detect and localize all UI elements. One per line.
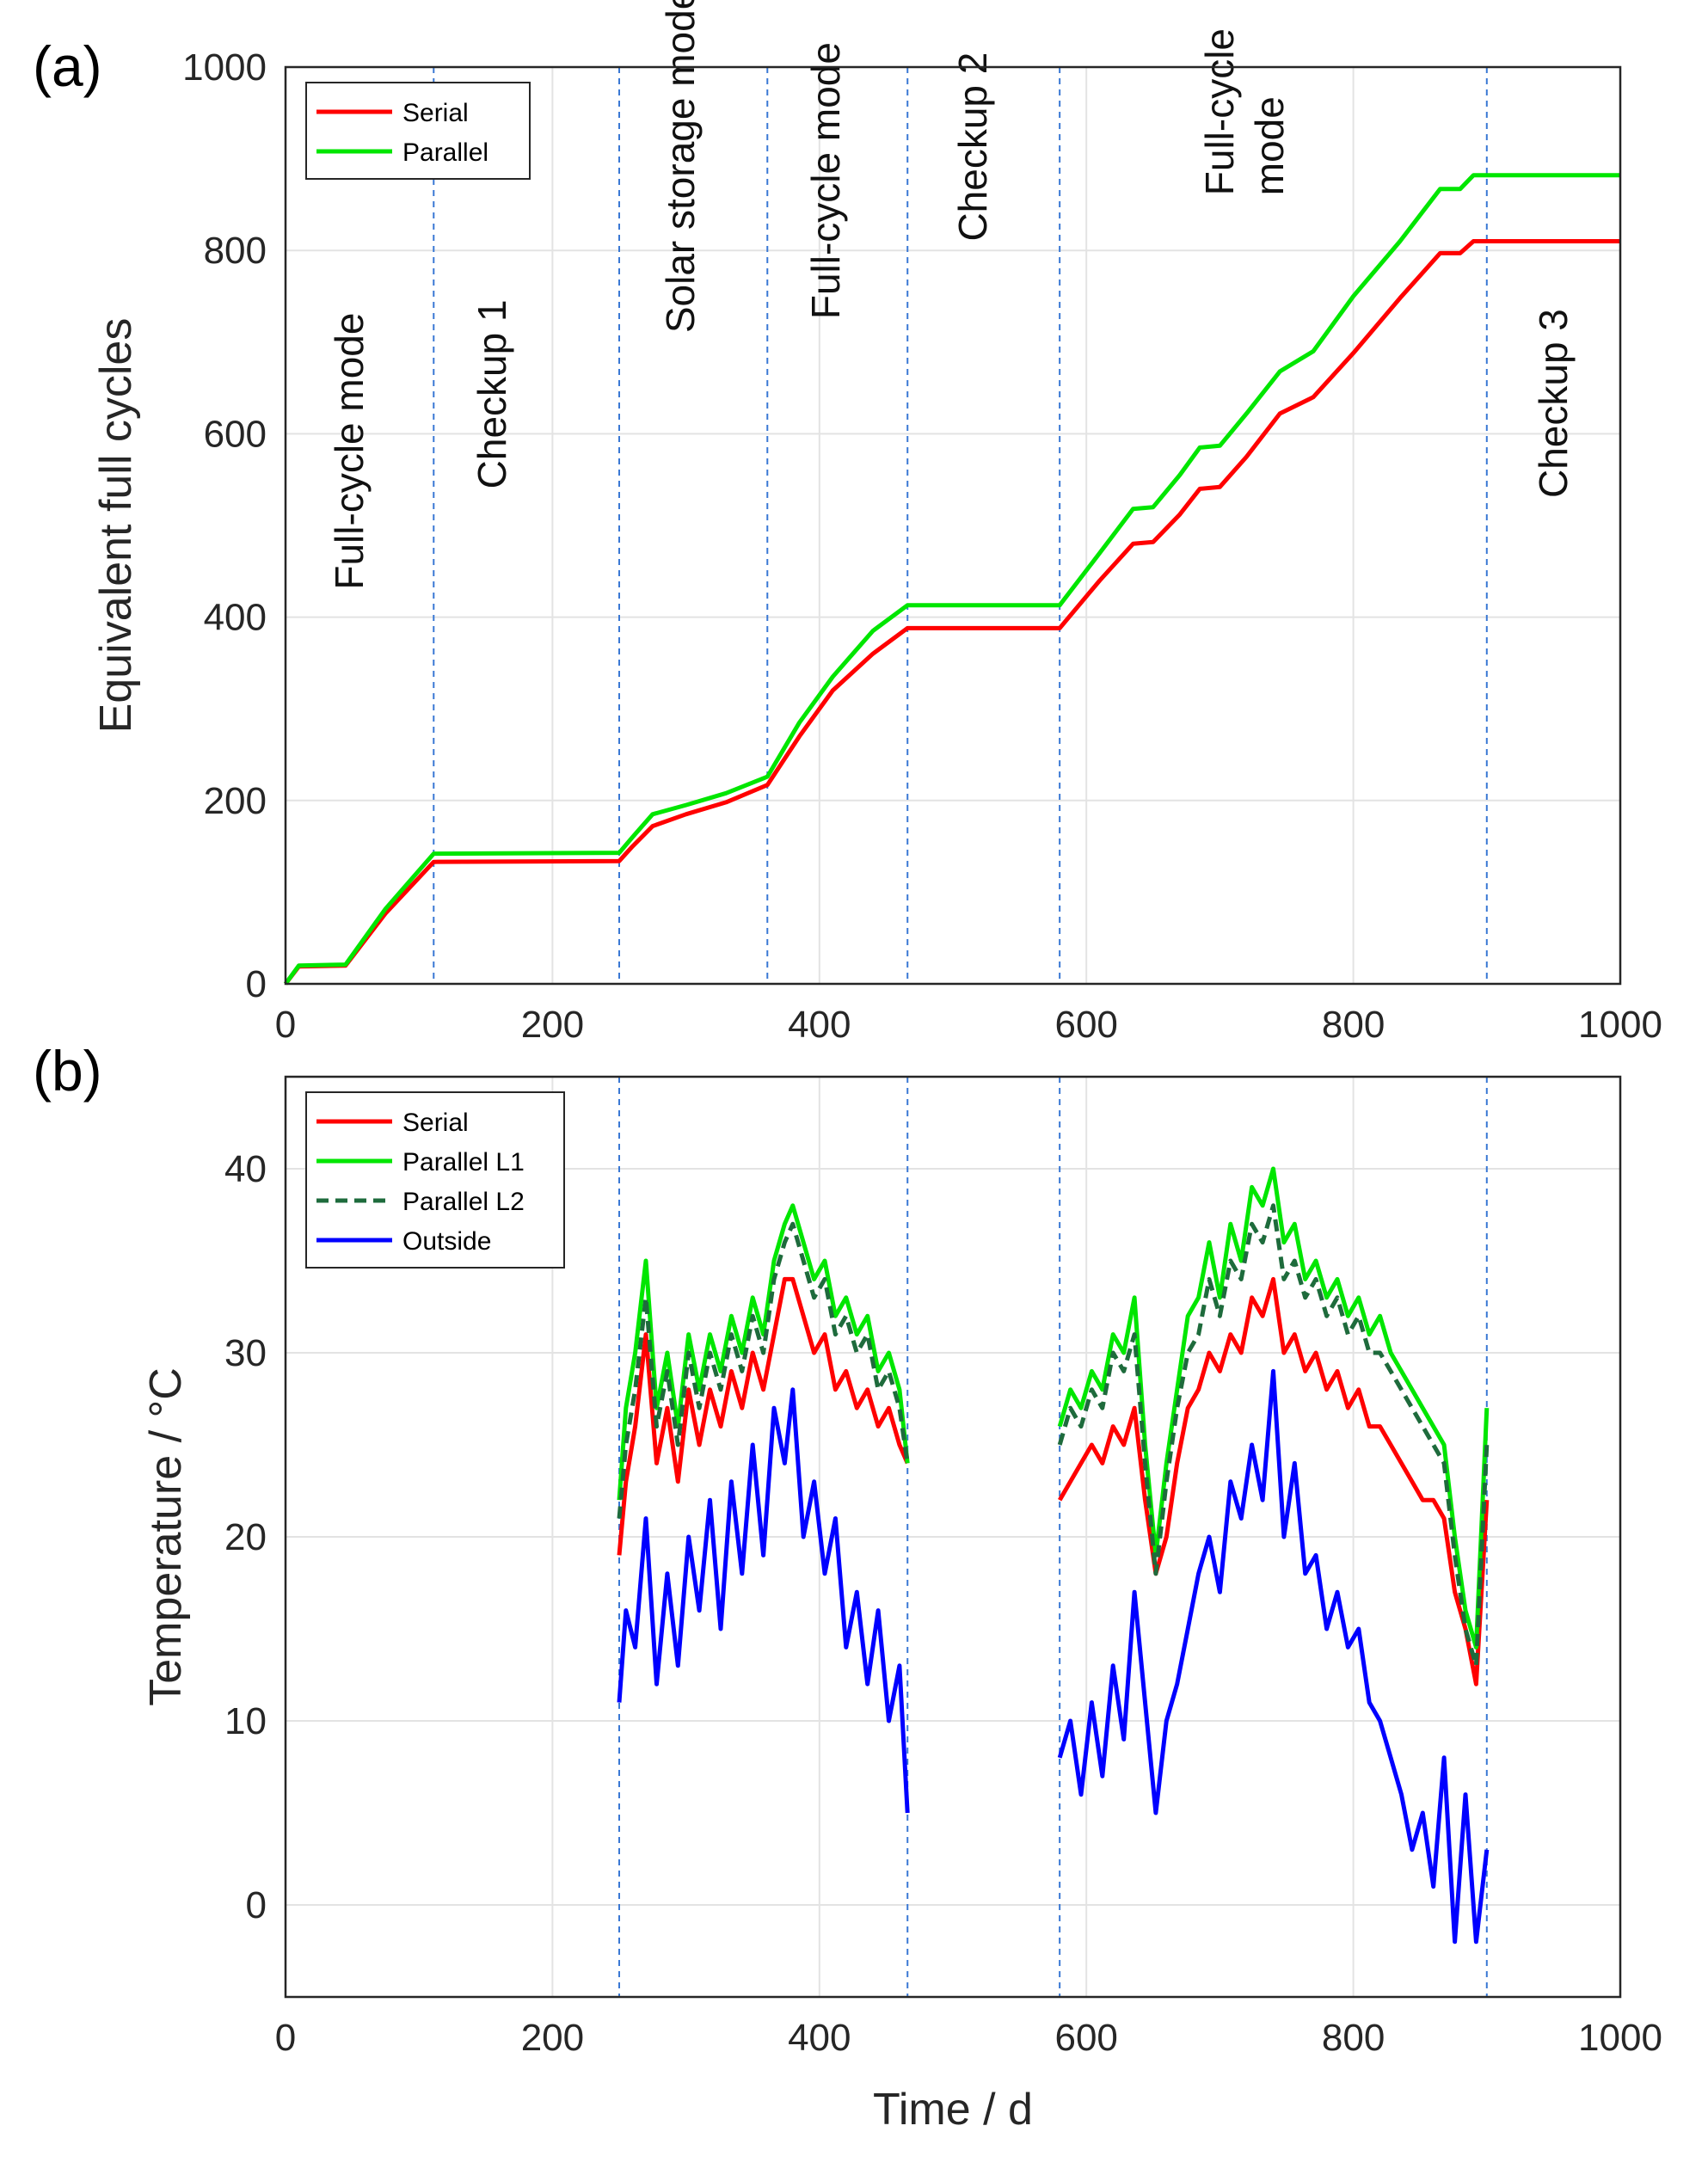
phase-label: Full-cycle mode: [803, 42, 848, 319]
x-tick-label: 200: [521, 2017, 584, 2059]
legend-box: [305, 82, 531, 180]
panel-b-label: (b): [33, 1039, 102, 1103]
panel-b-legend: Serial Parallel L1 Parallel L2 Outside: [305, 1091, 565, 1269]
phase-label: Full-cycle mode: [327, 313, 372, 590]
phase-label-line: Checkup 1: [470, 299, 514, 488]
panel-b-axes-frame: [284, 1075, 1622, 1999]
panel-a-x-tick-labels: 0 200 400 600 800 1000: [275, 1004, 1662, 1046]
x-tick-label: 600: [1054, 2017, 1117, 2059]
y-tick-label: 0: [246, 963, 267, 1005]
panel-a-phase-labels: Full-cycle mode Checkup 1 Solar storage mo…: [327, 0, 1576, 590]
panel-b-y-tick-labels: 0 10 20 30 40: [224, 1148, 267, 1926]
legend-entry: Serial: [402, 99, 469, 127]
y-tick-label: 600: [204, 413, 267, 455]
panel-a-phase-lines: [433, 67, 1488, 984]
panel-a-axes-frame: [284, 65, 1622, 986]
phase-label: Full-cycle mode: [1197, 28, 1292, 195]
y-tick-label: 20: [224, 1516, 267, 1558]
phase-label-line: Solar storage mode: [658, 0, 703, 333]
series-line-outside: [1057, 1368, 1490, 1944]
series-line-serial: [1058, 1276, 1490, 1686]
legend-entry: Parallel L2: [402, 1188, 525, 1216]
panel-a-legend: Serial Parallel: [305, 82, 531, 180]
x-tick-label: 1000: [1578, 1004, 1662, 1046]
series-line-parallel-l2: [617, 1221, 910, 1519]
x-tick-label: 800: [1322, 2017, 1385, 2059]
panel-a-y-tick-labels: 0 200 400 600 800 1000: [182, 46, 267, 1005]
panel-b-x-tick-labels: 0 200 400 600 800 1000: [275, 2017, 1662, 2059]
x-tick-label: 400: [788, 1004, 851, 1046]
legend-entry: Parallel L1: [402, 1148, 525, 1177]
y-tick-label: 400: [204, 597, 267, 639]
legend-entry: Outside: [402, 1227, 491, 1256]
series-line-outside: [617, 1387, 910, 1814]
x-tick-label: 400: [788, 2017, 851, 2059]
y-tick-label: 0: [246, 1884, 267, 1926]
series-line-serial: [617, 1276, 910, 1556]
series-line-parallel-l1: [617, 1203, 910, 1501]
phase-label: Checkup 2: [950, 52, 995, 242]
x-tick-label: 0: [275, 2017, 296, 2059]
phase-label: Solar storage mode: [658, 0, 703, 333]
series-line-parallel-l1: [1057, 1166, 1490, 1650]
phase-label-line: Full-cycle: [1197, 28, 1242, 195]
y-tick-label: 30: [224, 1332, 267, 1374]
phase-label-line: Full-cycle mode: [327, 313, 372, 590]
series-line-serial: [284, 239, 1620, 986]
phase-label-line: Checkup 3: [1531, 309, 1576, 498]
phase-label-line: Full-cycle mode: [803, 42, 848, 319]
y-tick-label: 200: [204, 780, 267, 822]
legend-entry: Serial: [402, 1109, 469, 1137]
panel-b: (b) 0 200 400 600 800 1000 0 10 20 30 40 Temperat…: [33, 1039, 1662, 2135]
legend-entry: Parallel: [402, 138, 488, 167]
y-tick-label: 1000: [182, 46, 267, 89]
panel-a-label: (a): [33, 34, 102, 98]
phase-label: Checkup 1: [470, 299, 514, 488]
y-tick-label: 10: [224, 1700, 267, 1742]
phase-label-line: mode: [1247, 96, 1292, 195]
panel-a: (a) Full-cycle mode Checkup 1 Solar storag…: [33, 0, 1662, 1046]
x-tick-label: 200: [521, 1004, 584, 1046]
panel-b-y-axis-label: Temperature / °C: [141, 1367, 191, 1706]
phase-label: Checkup 3: [1531, 309, 1576, 498]
panel-a-y-axis-label: Equivalent full cycles: [91, 318, 141, 734]
series-line-parallel: [283, 173, 1620, 986]
x-tick-label: 0: [275, 1004, 296, 1046]
panel-a-series: [283, 173, 1620, 986]
y-tick-label: 40: [224, 1148, 267, 1190]
x-tick-label: 600: [1054, 1004, 1117, 1046]
x-tick-label: 800: [1322, 1004, 1385, 1046]
x-tick-label: 1000: [1578, 2017, 1662, 2059]
phase-label-line: Checkup 2: [950, 52, 995, 242]
panel-b-x-axis-label: Time / d: [873, 2085, 1033, 2135]
y-tick-label: 800: [204, 230, 267, 272]
panel-b-series: [617, 1166, 1490, 1944]
series-line-parallel-l2: [1057, 1203, 1490, 1668]
